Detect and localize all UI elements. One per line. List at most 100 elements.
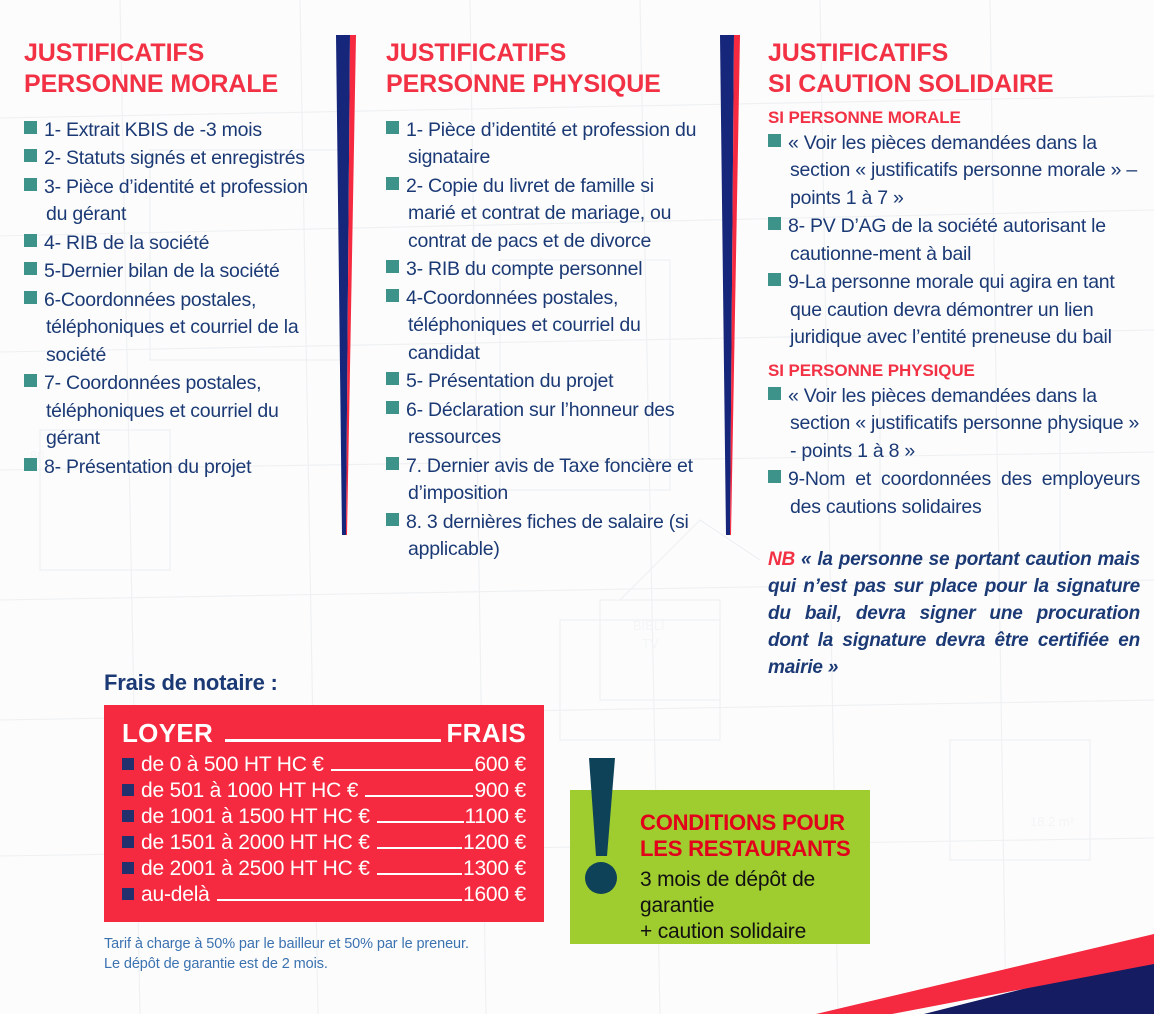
list-item: 3- RIB du compte personnel — [386, 256, 706, 283]
fee-range: au-delà — [141, 883, 210, 906]
list-item: 7- Coordonnées postales, téléphoniques e… — [24, 370, 324, 452]
corner-decoration — [816, 934, 1154, 1014]
footnote-line-1: Tarif à charge à 50% par le bailleur et … — [104, 936, 469, 952]
list-item: 7. Dernier avis de Taxe foncière et d’im… — [386, 453, 706, 508]
list-item: 3- Pièce d’identité et profession du gér… — [24, 174, 324, 229]
fee-amount: 1100 € — [464, 805, 527, 828]
square-bullet-icon — [24, 290, 37, 304]
list-item: « Voir les pièces demandées dans la sect… — [768, 130, 1140, 212]
square-bullet-icon — [122, 784, 134, 796]
square-bullet-icon — [386, 176, 399, 190]
column-caution-solidaire: JUSTIFICATIFS SI CAUTION SOLIDAIRE SI PE… — [768, 38, 1140, 682]
column-personne-physique: JUSTIFICATIFS PERSONNE PHYSIQUE 1- Pièce… — [386, 38, 706, 565]
square-bullet-icon — [122, 888, 134, 900]
fee-amount: 1200 € — [462, 831, 526, 854]
square-bullet-icon — [768, 273, 781, 287]
nb-label: NB — [768, 549, 796, 571]
fee-amount: 1600 € — [462, 883, 526, 906]
square-bullet-icon — [768, 470, 781, 484]
square-bullet-icon — [122, 810, 134, 822]
restaurant-conditions-body: 3 mois de dépôt de garantie + caution so… — [640, 867, 816, 944]
column-title: JUSTIFICATIFS PERSONNE PHYSIQUE — [386, 39, 661, 98]
row-rule — [376, 821, 464, 823]
list-item: 2- Copie du livret de famille si marié e… — [386, 173, 706, 255]
square-bullet-icon — [24, 457, 37, 471]
list-item: 8. 3 dernières fiches de salaire (si app… — [386, 509, 706, 564]
column-header-frais: FRAIS — [446, 718, 526, 748]
subsection-title-personne-morale: SI PERSONNE MORALE — [768, 108, 961, 127]
fees-table: LOYER FRAIS de 0 à 500 HT HC € 600 € de 5… — [104, 705, 544, 922]
list-item: 2- Statuts signés et enregistrés — [24, 145, 324, 172]
svg-text:60: 60 — [240, 408, 254, 423]
square-bullet-icon — [386, 400, 399, 414]
restaurant-conditions-content: CONDITIONS POUR LES RESTAURANTS 3 mois d… — [640, 810, 862, 946]
square-bullet-icon — [768, 134, 781, 147]
column-title: JUSTIFICATIFS SI CAUTION SOLIDAIRE — [768, 39, 1054, 98]
table-row: de 1001 à 1500 HT HC € 1100 € — [122, 805, 526, 829]
fees-footnote: Tarif à charge à 50% par le bailleur et … — [104, 934, 544, 974]
list-item: 4- RIB de la société — [24, 230, 324, 257]
square-bullet-icon — [24, 374, 37, 388]
requirements-list: 1- Extrait KBIS de -3 mois 2- Statuts si… — [24, 117, 324, 481]
row-rule — [376, 873, 462, 875]
square-bullet-icon — [24, 233, 37, 247]
list-item: 8- PV D’AG de la société autorisant le c… — [768, 213, 1140, 268]
square-bullet-icon — [122, 862, 134, 874]
fee-amount: 1300 € — [462, 857, 526, 880]
fee-range: de 2001 à 2500 HT HC € — [141, 857, 370, 880]
list-item: 6-Coordonnées postales, téléphoniques et… — [24, 287, 324, 369]
header-rule — [225, 739, 441, 742]
list-item: 4-Coordonnées postales, téléphoniques et… — [386, 285, 706, 367]
exclamation-mark-icon — [585, 758, 617, 894]
square-bullet-icon — [768, 217, 781, 231]
list-item: 9-Nom et coordonnées des employeurs des … — [768, 466, 1140, 521]
svg-text:18.2 m²: 18.2 m² — [1030, 814, 1075, 829]
fees-table-header: LOYER FRAIS — [122, 718, 526, 749]
svg-text:B5: B5 — [660, 456, 676, 471]
square-bullet-icon — [386, 512, 399, 526]
table-row: de 1501 à 2000 HT HC € 1200 € — [122, 831, 526, 855]
fee-amount: 600 € — [474, 753, 526, 776]
square-bullet-icon — [386, 456, 399, 470]
requirements-list: « Voir les pièces demandées dans la sect… — [768, 130, 1140, 352]
square-bullet-icon — [24, 262, 37, 276]
requirements-list: 1- Pièce d’identité et profession du sig… — [386, 117, 706, 564]
fee-range: de 0 à 500 HT HC € — [141, 753, 324, 776]
square-bullet-icon — [386, 260, 399, 274]
square-bullet-icon — [768, 386, 781, 400]
requirements-list: « Voir les pièces demandées dans la sect… — [768, 383, 1140, 521]
row-rule — [330, 769, 474, 771]
restaurant-conditions-box: CONDITIONS POUR LES RESTAURANTS 3 mois d… — [570, 790, 870, 944]
notary-fees-section: Frais de notaire : LOYER FRAIS de 0 à 50… — [104, 670, 544, 974]
list-item: « Voir les pièces demandées dans la sect… — [768, 383, 1140, 465]
column-divider-1 — [336, 35, 356, 535]
list-item: 1- Extrait KBIS de -3 mois — [24, 117, 324, 144]
footnote-line-2: Le dépôt de garantie est de 2 mois. — [104, 956, 328, 972]
square-bullet-icon — [386, 288, 399, 302]
list-item: 8- Présentation du projet — [24, 454, 324, 481]
column-title: JUSTIFICATIFS PERSONNE MORALE — [24, 39, 279, 98]
list-item: 5- Présentation du projet — [386, 368, 706, 395]
square-bullet-icon — [386, 121, 399, 134]
fee-range: de 1501 à 2000 HT HC € — [141, 831, 370, 854]
fee-range: de 1001 à 1500 HT HC € — [141, 805, 370, 828]
subsection-title-personne-physique: SI PERSONNE PHYSIQUE — [768, 360, 975, 380]
fee-amount: 900 € — [474, 779, 526, 802]
list-item: 6- Déclaration sur l’honneur des ressour… — [386, 397, 706, 452]
table-row: de 0 à 500 HT HC € 600 € — [122, 753, 526, 777]
square-bullet-icon — [24, 149, 37, 163]
restaurant-conditions-title: CONDITIONS POUR LES RESTAURANTS — [640, 810, 851, 861]
square-bullet-icon — [24, 121, 37, 134]
fee-range: de 501 à 1000 HT HC € — [141, 779, 359, 802]
row-rule — [216, 899, 462, 901]
list-item: 1- Pièce d’identité et profession du sig… — [386, 117, 706, 172]
column-header-loyer: LOYER — [122, 718, 214, 748]
svg-text:TV: TV — [642, 636, 659, 651]
list-item: 9-La personne morale qui agira en tant q… — [768, 269, 1140, 351]
column-divider-2 — [720, 35, 740, 535]
notary-fees-title: Frais de notaire : — [104, 670, 278, 695]
row-rule — [376, 847, 462, 849]
square-bullet-icon — [122, 758, 134, 770]
svg-text:BIBLI: BIBLI — [633, 618, 665, 633]
table-row: de 501 à 1000 HT HC € 900 € — [122, 779, 526, 803]
